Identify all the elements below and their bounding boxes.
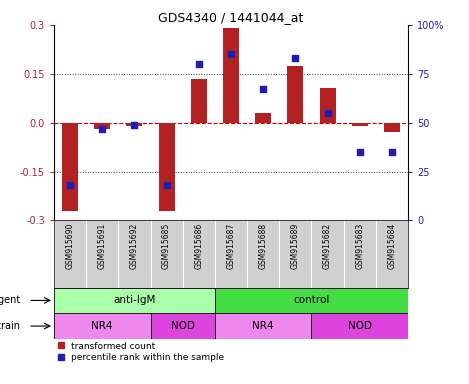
Bar bbox=[94, 122, 110, 129]
Text: NOD: NOD bbox=[171, 321, 195, 331]
Point bbox=[259, 86, 267, 93]
Bar bbox=[319, 88, 336, 122]
Point bbox=[98, 126, 106, 132]
Text: GSM915690: GSM915690 bbox=[66, 222, 75, 269]
Point bbox=[356, 149, 363, 155]
Text: GSM915688: GSM915688 bbox=[259, 222, 268, 268]
Bar bbox=[151, 313, 215, 339]
Text: GSM915685: GSM915685 bbox=[162, 222, 171, 269]
Text: GSM915692: GSM915692 bbox=[130, 222, 139, 269]
Bar bbox=[159, 122, 174, 211]
Text: strain: strain bbox=[0, 321, 20, 331]
Text: GSM915682: GSM915682 bbox=[323, 222, 332, 268]
Title: GDS4340 / 1441044_at: GDS4340 / 1441044_at bbox=[159, 11, 303, 24]
Text: NR4: NR4 bbox=[252, 321, 274, 331]
Bar bbox=[215, 288, 408, 313]
Point bbox=[163, 182, 170, 188]
Point bbox=[131, 122, 138, 128]
Text: GSM915687: GSM915687 bbox=[227, 222, 235, 269]
Bar bbox=[223, 28, 239, 122]
Bar bbox=[191, 79, 207, 122]
Bar bbox=[287, 66, 303, 122]
Bar bbox=[54, 288, 215, 313]
Point bbox=[66, 182, 74, 188]
Point bbox=[324, 110, 331, 116]
Bar bbox=[126, 122, 143, 126]
Text: GSM915689: GSM915689 bbox=[291, 222, 300, 269]
Point bbox=[227, 51, 234, 57]
Point bbox=[292, 55, 299, 61]
Text: NOD: NOD bbox=[348, 321, 372, 331]
Bar bbox=[352, 122, 368, 126]
Bar bbox=[384, 122, 400, 132]
Text: GSM915691: GSM915691 bbox=[98, 222, 107, 269]
Bar bbox=[215, 313, 311, 339]
Point bbox=[388, 149, 396, 155]
Bar bbox=[62, 122, 78, 211]
Text: agent: agent bbox=[0, 295, 20, 305]
Point bbox=[195, 61, 203, 67]
Text: control: control bbox=[293, 295, 330, 305]
Bar bbox=[54, 313, 151, 339]
Text: GSM915686: GSM915686 bbox=[194, 222, 203, 269]
Text: NR4: NR4 bbox=[91, 321, 113, 331]
Text: GSM915683: GSM915683 bbox=[355, 222, 364, 269]
Bar bbox=[255, 113, 271, 122]
Text: anti-IgM: anti-IgM bbox=[113, 295, 156, 305]
Text: GSM915684: GSM915684 bbox=[387, 222, 396, 269]
Legend: transformed count, percentile rank within the sample: transformed count, percentile rank withi… bbox=[59, 342, 224, 362]
Bar bbox=[311, 313, 408, 339]
